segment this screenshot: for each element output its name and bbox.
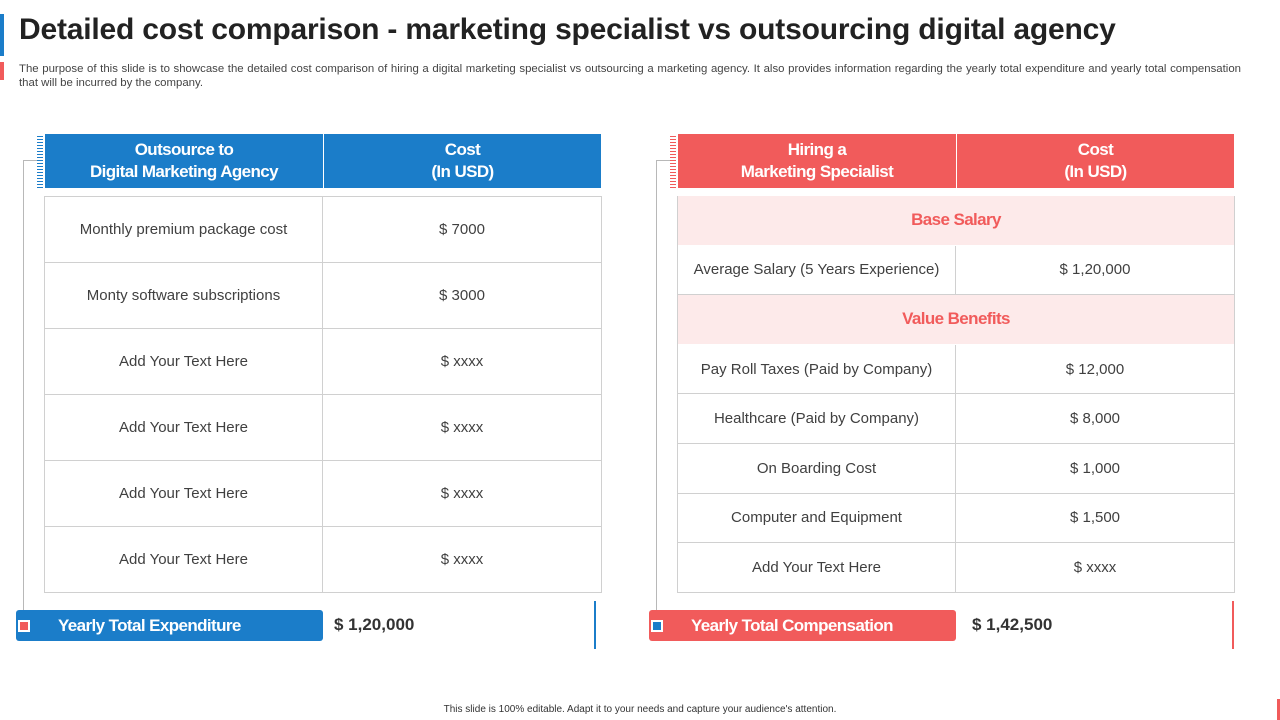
corner-accent <box>1277 699 1280 720</box>
square-bullet-icon <box>651 619 663 632</box>
specialist-row-cost: $ xxxx <box>1073 558 1117 576</box>
specialist-header-item: Hiring a Marketing Specialist <box>740 140 894 181</box>
right-bracket-top <box>656 160 670 161</box>
total-expenditure-value: $ 1,20,000 <box>334 615 415 634</box>
footer-note: This slide is 100% editable. Adapt it to… <box>443 704 837 715</box>
specialist-row-item: Average Salary (5 Years Experience) <box>678 245 956 295</box>
table-row: Average Salary (5 Years Experience) $ 1,… <box>678 245 1234 296</box>
agency-row-cost: $ xxxx <box>440 353 484 370</box>
total-compensation-label: Yearly Total Compensation <box>691 615 894 635</box>
specialist-row-item: Pay Roll Taxes (Paid by Company) <box>678 344 956 394</box>
agency-table: Monthly premium package cost $ 7000 Mont… <box>44 196 602 593</box>
agency-table-header: Outsource to Digital Marketing Agency Co… <box>45 134 601 188</box>
agency-row-cost: $ 7000 <box>439 221 485 238</box>
table-row: Add Your Text Here $ xxxx <box>45 395 601 461</box>
agency-row-item: Add Your Text Here <box>45 527 323 592</box>
title-accent-bar <box>0 14 4 56</box>
agency-row-item: Add Your Text Here <box>45 395 323 460</box>
agency-row-item: Add Your Text Here <box>45 461 323 526</box>
agency-row-item: Add Your Text Here <box>45 329 323 394</box>
specialist-row-item: Add Your Text Here <box>678 543 956 592</box>
total-compensation-end-bar <box>1232 601 1234 649</box>
page-description: The purpose of this slide is to showcase… <box>19 63 1241 89</box>
left-hatch-decoration <box>37 134 43 188</box>
agency-row-item: Monthly premium package cost <box>45 197 323 262</box>
base-salary-section-header: Base Salary <box>678 196 1234 246</box>
table-row: Computer and Equipment $ 1,500 <box>678 493 1234 544</box>
table-row: Pay Roll Taxes (Paid by Company) $ 12,00… <box>678 344 1234 395</box>
table-row: Add Your Text Here $ xxxx <box>45 461 601 527</box>
table-row: Monty software subscriptions $ 3000 <box>45 263 601 329</box>
specialist-row-item: Computer and Equipment <box>678 493 956 543</box>
table-row: Add Your Text Here $ xxxx <box>45 527 601 593</box>
agency-row-cost: $ xxxx <box>440 551 484 568</box>
right-bracket-line <box>656 160 657 615</box>
total-compensation-value: $ 1,42,500 <box>972 615 1053 634</box>
agency-row-cost: $ xxxx <box>440 419 484 436</box>
agency-row-cost: $ xxxx <box>440 485 484 502</box>
specialist-row-item: On Boarding Cost <box>678 443 956 493</box>
table-row: On Boarding Cost $ 1,000 <box>678 443 1234 494</box>
agency-header-cost: Cost (In USD) <box>323 134 601 188</box>
table-row: Monthly premium package cost $ 7000 <box>45 197 601 263</box>
specialist-table-header: Hiring a Marketing Specialist Cost (In U… <box>678 134 1234 188</box>
right-hatch-decoration <box>670 134 676 188</box>
specialist-row-cost: $ 12,000 <box>1065 360 1125 378</box>
description-accent-bar <box>0 62 4 80</box>
specialist-row-cost: $ 1,20,000 <box>1059 261 1131 279</box>
agency-row-cost: $ 3000 <box>439 287 485 304</box>
specialist-row-item: Healthcare (Paid by Company) <box>678 394 956 443</box>
table-row: Add Your Text Here $ xxxx <box>678 543 1234 593</box>
page-title: Detailed cost comparison - marketing spe… <box>19 13 1116 46</box>
total-expenditure-label: Yearly Total Expenditure <box>58 615 241 635</box>
agency-header-item: Outsource to Digital Marketing Agency <box>89 140 279 181</box>
total-expenditure-end-bar <box>594 601 596 649</box>
yearly-total-compensation-pill: Yearly Total Compensation <box>649 610 956 641</box>
specialist-row-cost: $ 1,000 <box>1069 459 1121 477</box>
specialist-row-cost: $ 1,500 <box>1069 509 1121 527</box>
table-row: Healthcare (Paid by Company) $ 8,000 <box>678 394 1234 444</box>
table-row: Add Your Text Here $ xxxx <box>45 329 601 395</box>
specialist-header-cost: Cost (In USD) <box>956 134 1234 188</box>
left-bracket-top <box>23 160 37 161</box>
specialist-row-cost: $ 8,000 <box>1069 410 1121 428</box>
left-bracket-line <box>23 160 24 615</box>
yearly-total-expenditure-pill: Yearly Total Expenditure <box>16 610 323 641</box>
square-bullet-icon <box>18 619 30 632</box>
agency-row-item: Monty software subscriptions <box>45 263 323 328</box>
value-benefits-section-header: Value Benefits <box>678 295 1234 345</box>
specialist-table: Base Salary Average Salary (5 Years Expe… <box>677 196 1235 593</box>
